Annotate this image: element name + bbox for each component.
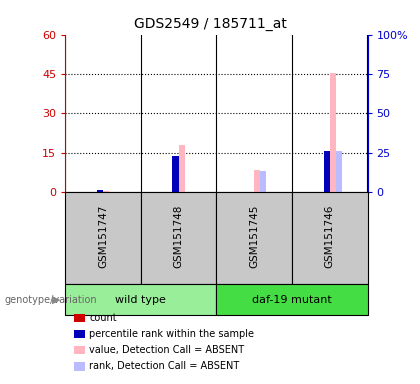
Text: wild type: wild type: [115, 295, 166, 305]
Text: GSM151748: GSM151748: [173, 205, 184, 268]
Bar: [173, 156, 178, 192]
Text: GSM151747: GSM151747: [98, 205, 108, 268]
Bar: [65, 192, 141, 284]
Text: value, Detection Call = ABSENT: value, Detection Call = ABSENT: [89, 345, 244, 355]
Text: percentile rank within the sample: percentile rank within the sample: [89, 329, 255, 339]
Bar: [178, 145, 184, 192]
Text: genotype/variation: genotype/variation: [4, 295, 97, 305]
Text: GSM151745: GSM151745: [249, 205, 259, 268]
Bar: [260, 171, 266, 192]
Text: GSM151746: GSM151746: [325, 205, 335, 268]
Bar: [141, 192, 216, 284]
Bar: [330, 73, 336, 192]
Bar: [336, 151, 342, 192]
Text: rank, Detection Call = ABSENT: rank, Detection Call = ABSENT: [89, 361, 240, 371]
Bar: [65, 284, 216, 315]
Bar: [254, 170, 260, 192]
Bar: [216, 284, 368, 315]
Text: daf-19 mutant: daf-19 mutant: [252, 295, 332, 305]
Text: ▶: ▶: [52, 295, 61, 305]
Text: GDS2549 / 185711_at: GDS2549 / 185711_at: [134, 17, 286, 31]
Bar: [103, 191, 109, 192]
Bar: [216, 192, 292, 284]
Bar: [324, 151, 330, 192]
Bar: [97, 190, 103, 192]
Text: count: count: [89, 313, 117, 323]
Bar: [292, 192, 368, 284]
